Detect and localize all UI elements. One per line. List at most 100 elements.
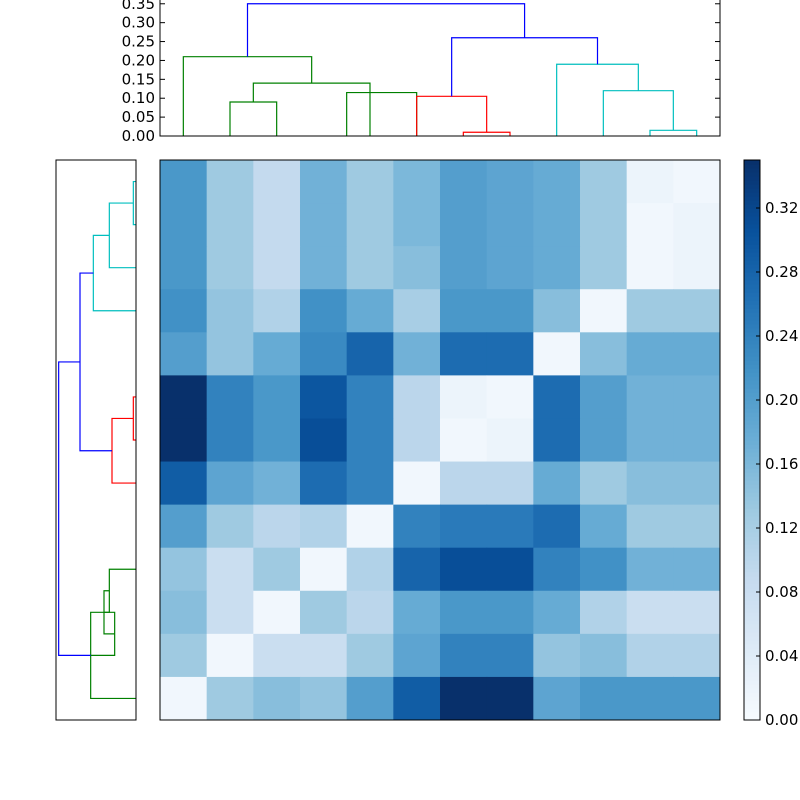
heatmap-cell (486, 332, 534, 376)
colorbar-band (744, 224, 760, 229)
colorbar-band (744, 240, 760, 245)
colorbar-band (744, 360, 760, 365)
heatmap-cell (533, 160, 581, 204)
colorbar-band (744, 444, 760, 449)
colorbar-band (744, 524, 760, 529)
colorbar-band (744, 284, 760, 289)
heatmap-cell (160, 590, 208, 635)
colorbar-band (744, 328, 760, 333)
colorbar-band (744, 384, 760, 389)
colorbar-band (744, 176, 760, 181)
heatmap-cell (253, 590, 301, 635)
heatmap-cell (300, 375, 348, 419)
colorbar-band (744, 612, 760, 617)
colorbar-band (744, 312, 760, 317)
heatmap-cell (626, 461, 674, 506)
dendrogram-link (649, 129, 698, 136)
dendrogram-link (79, 272, 112, 452)
y-tick-label: 0.35 (122, 0, 155, 13)
heatmap (159, 159, 721, 721)
colorbar-band (744, 268, 760, 273)
colorbar-tick-label: 0.24 (765, 327, 798, 345)
colorbar-band (744, 640, 760, 645)
heatmap-cell (673, 676, 721, 721)
heatmap-cell (626, 504, 674, 549)
colorbar-band (744, 404, 760, 409)
heatmap-cell (533, 203, 581, 247)
heatmap-cell (533, 590, 581, 635)
colorbar-band (744, 244, 760, 249)
colorbar-band (744, 300, 760, 305)
colorbar-band (744, 200, 760, 205)
heatmap-cell (673, 246, 721, 290)
heatmap-cell (300, 504, 348, 549)
colorbar-band (744, 344, 760, 349)
heatmap-cell (440, 246, 488, 290)
heatmap-cell (346, 633, 394, 678)
heatmap-cell (626, 160, 674, 204)
heatmap-cell (160, 160, 208, 204)
heatmap-cell (160, 633, 208, 678)
heatmap-cell (533, 289, 581, 333)
heatmap-cell (206, 375, 254, 419)
heatmap-cell (346, 203, 394, 247)
heatmap-cell (300, 418, 348, 463)
heatmap-cell (673, 633, 721, 678)
heatmap-cell (673, 504, 721, 549)
colorbar-band (744, 488, 760, 493)
heatmap-cell (393, 461, 441, 506)
heatmap-cell (393, 289, 441, 333)
colorbar-band (744, 480, 760, 485)
heatmap-cell (580, 590, 628, 635)
colorbar-band (744, 408, 760, 413)
heatmap-cell (346, 246, 394, 290)
colorbar-band (744, 432, 760, 437)
colorbar-band (744, 392, 760, 397)
colorbar-band (744, 260, 760, 265)
dendrogram-link (111, 417, 136, 484)
colorbar-band (744, 456, 760, 461)
heatmap-cell (160, 418, 208, 463)
heatmap-cell (673, 375, 721, 419)
colorbar-band (744, 472, 760, 477)
heatmap-cell (626, 375, 674, 419)
colorbar-band (744, 560, 760, 565)
colorbar-band (744, 504, 760, 509)
heatmap-cell (206, 676, 254, 721)
colorbar-band (744, 252, 760, 257)
heatmap-cell (160, 246, 208, 290)
heatmap-cell (300, 289, 348, 333)
colorbar-band (744, 564, 760, 569)
heatmap-cell (160, 461, 208, 506)
heatmap-cell (626, 633, 674, 678)
heatmap-cell (206, 203, 254, 247)
colorbar-band (744, 484, 760, 489)
heatmap-cell (533, 504, 581, 549)
heatmap-cell (206, 633, 254, 678)
heatmap-cell (486, 504, 534, 549)
heatmap-cell (346, 332, 394, 376)
colorbar-band (744, 512, 760, 517)
heatmap-cell (440, 289, 488, 333)
colorbar-band (744, 624, 760, 629)
heatmap-cell (253, 246, 301, 290)
heatmap-cell (253, 160, 301, 204)
colorbar-band (744, 180, 760, 185)
heatmap-cell (346, 160, 394, 204)
colorbar-band (744, 236, 760, 241)
colorbar-band (744, 588, 760, 593)
heatmap-cell (300, 160, 348, 204)
heatmap-cell (440, 375, 488, 419)
colorbar-band (744, 296, 760, 301)
heatmap-cell (253, 375, 301, 419)
dendrogram-link (556, 63, 639, 136)
heatmap-cell (346, 676, 394, 721)
dendrogram-link (462, 131, 511, 136)
colorbar-band (744, 508, 760, 513)
heatmap-cell (440, 590, 488, 635)
colorbar-band (744, 420, 760, 425)
heatmap-cell (440, 332, 488, 376)
heatmap-cell (673, 332, 721, 376)
heatmap-cell (486, 203, 534, 247)
colorbar-band (744, 716, 760, 721)
